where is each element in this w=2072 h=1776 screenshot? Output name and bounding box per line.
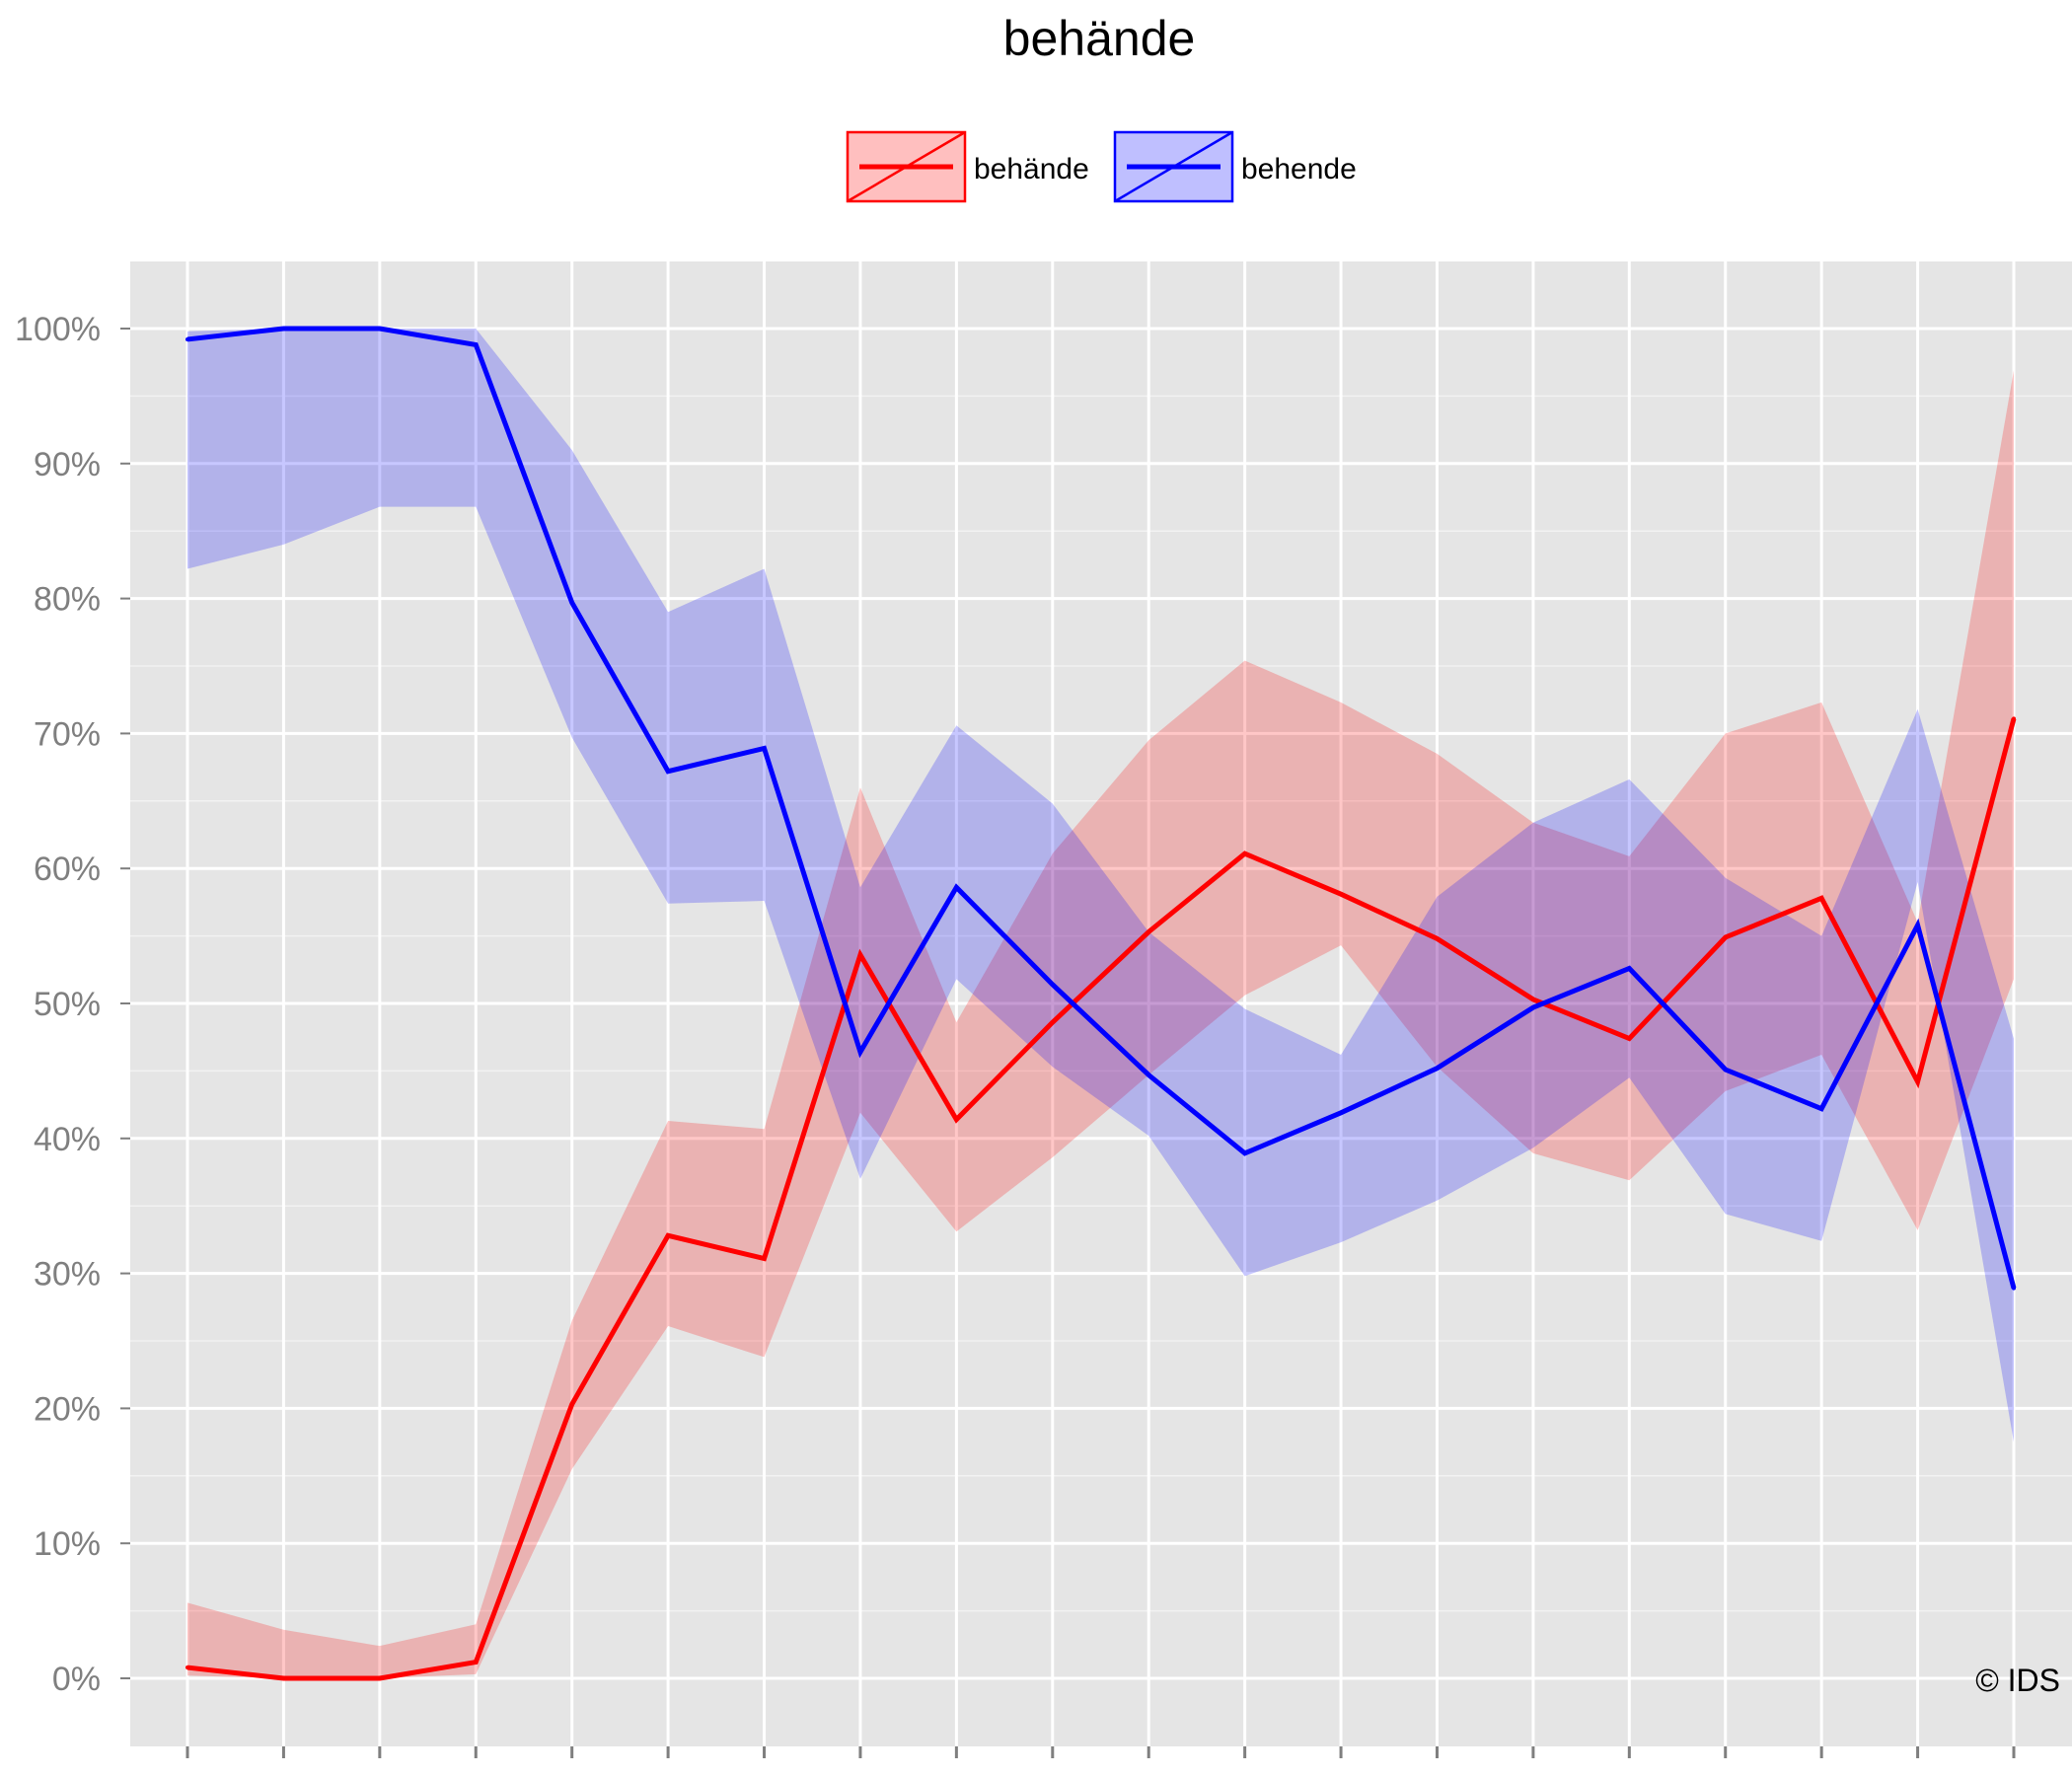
data-point-series-1 [857, 952, 862, 957]
data-point-series-2 [1147, 1073, 1151, 1077]
y-tick-label: 30% [34, 1256, 101, 1294]
data-point-series-2 [1242, 1150, 1247, 1155]
data-point-series-2 [1435, 1066, 1440, 1071]
data-point-series-2 [1339, 1110, 1344, 1115]
data-point-series-1 [1627, 1036, 1632, 1041]
data-point-series-2 [1723, 1068, 1728, 1073]
y-tick-label: 10% [34, 1525, 101, 1563]
grid-minor [130, 395, 2072, 1612]
confidence-bands [187, 329, 2014, 1679]
series-line-1 [186, 717, 2017, 1681]
data-point-series-1 [1530, 997, 1535, 1001]
data-point-series-2 [1050, 982, 1055, 987]
data-point-series-2 [666, 769, 671, 774]
data-point-series-2 [474, 342, 479, 347]
data-point-series-2 [1819, 1106, 1824, 1111]
data-point-series-1 [954, 1117, 959, 1122]
data-point-series-2 [857, 1050, 862, 1055]
data-point-series-1 [666, 1233, 671, 1238]
data-point-series-1 [377, 1676, 382, 1680]
data-point-series-2 [954, 885, 959, 890]
chart-title: behände [1003, 11, 1196, 66]
data-point-series-1 [474, 1660, 479, 1665]
legend-entry-behaende: behände [846, 130, 1089, 203]
y-tick-label: 60% [34, 851, 101, 888]
data-point-series-2 [762, 746, 767, 751]
y-tick-label: 100% [15, 311, 101, 348]
legend-label-behaende: behände [974, 153, 1089, 185]
data-point-series-2 [281, 327, 286, 331]
legend-entry-behende: behende [1113, 130, 1357, 203]
data-point-series-2 [569, 600, 574, 605]
y-axis: 0% 10% 20% 30% 40% 50% 60% 70% 80% 90% 100% [15, 311, 130, 1698]
data-point-series-1 [1242, 851, 1247, 856]
grid-major [130, 261, 2072, 1746]
legend: behände behende [846, 130, 1357, 203]
data-point-series-2 [1530, 1005, 1535, 1010]
copyright-watermark: © IDS [1975, 1663, 2060, 1698]
data-point-series-1 [281, 1676, 286, 1680]
data-point-series-1 [762, 1256, 767, 1261]
data-point-series-1 [1819, 896, 1824, 901]
data-point-series-1 [1915, 1079, 1920, 1084]
data-point-series-1 [2012, 716, 2016, 721]
series-lines [185, 326, 2017, 1681]
y-tick-label: 70% [34, 715, 101, 753]
data-point-series-1 [1435, 936, 1440, 941]
data-point-series-1 [569, 1402, 574, 1407]
y-tick-label: 40% [34, 1121, 101, 1158]
data-point-series-1 [1723, 934, 1728, 939]
legend-label-behende: behende [1241, 153, 1357, 185]
data-point-series-2 [1627, 966, 1632, 971]
y-tick-label: 80% [34, 581, 101, 619]
y-tick-label: 50% [34, 986, 101, 1023]
data-point-series-2 [2012, 1286, 2016, 1291]
data-point-series-2 [1915, 923, 1920, 927]
data-point-series-1 [1339, 892, 1344, 897]
series-line-2 [186, 326, 2017, 1290]
y-tick-label: 0% [52, 1661, 101, 1698]
data-point-series-1 [185, 1665, 189, 1670]
data-point-series-2 [185, 336, 189, 341]
y-tick-label: 20% [34, 1390, 101, 1428]
y-tick-label: 90% [34, 446, 101, 483]
data-point-series-2 [377, 327, 382, 331]
confidence-band-series-1 [187, 370, 2014, 1679]
data-point-series-1 [1147, 929, 1151, 934]
data-point-series-1 [1050, 1020, 1055, 1025]
x-axis [185, 1746, 2016, 1758]
confidence-band-series-2 [187, 329, 2014, 1443]
